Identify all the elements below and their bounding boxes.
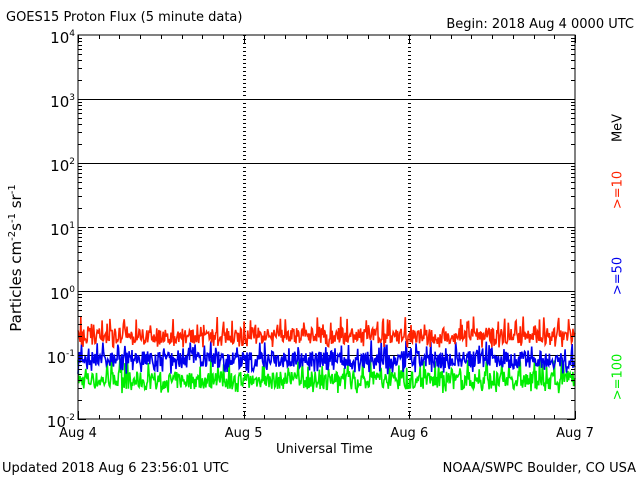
x-tick-label: Aug 5 <box>224 426 263 441</box>
legend-series-10mev: >=10 <box>610 170 626 210</box>
y-tick-label: 103 <box>50 93 75 111</box>
y-tick-label: 100 <box>50 285 75 303</box>
x-tick-label: Aug 7 <box>556 426 594 441</box>
series-line <box>77 316 576 349</box>
legend-series-100mev: >=100 <box>610 353 626 401</box>
y-tick-label: 104 <box>50 29 75 47</box>
y-tick-label: 101 <box>50 221 75 239</box>
series-line <box>77 340 576 375</box>
x-tick-label: Aug 4 <box>59 426 97 441</box>
x-axis-label: Universal Time <box>276 442 373 457</box>
series-lines <box>77 316 576 394</box>
y-tick-label: 10-1 <box>46 349 75 367</box>
chart-title: GOES15 Proton Flux (5 minute data) <box>6 10 243 25</box>
y-axis-label: Particles cm-2s-1 sr-1 <box>7 184 25 332</box>
axis-ticks <box>78 35 576 420</box>
begin-time: Begin: 2018 Aug 4 0000 UTC <box>446 17 634 32</box>
legend-series-50mev: >=50 <box>610 256 626 296</box>
updated-time: Updated 2018 Aug 6 23:56:01 UTC <box>2 461 229 476</box>
x-tick-label: Aug 6 <box>390 426 429 441</box>
y-tick-label: 10-2 <box>46 413 75 431</box>
legend-unit: MeV <box>610 113 626 143</box>
credit: NOAA/SWPC Boulder, CO USA <box>442 461 636 476</box>
series-line <box>77 358 576 394</box>
y-tick-label: 102 <box>50 157 75 175</box>
